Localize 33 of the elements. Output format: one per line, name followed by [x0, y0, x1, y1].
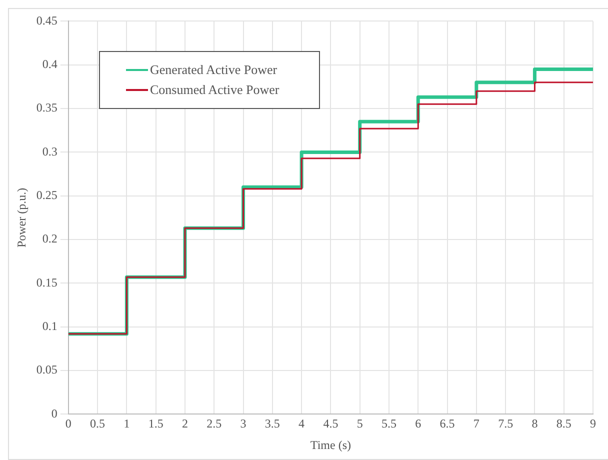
y-tick-label: 0.35 — [36, 100, 58, 115]
y-axis-title: Power (p.u.) — [14, 188, 28, 248]
y-tick-label: 0.05 — [36, 362, 58, 377]
x-tick-label: 2 — [182, 416, 188, 431]
x-tick-label: 1 — [124, 416, 130, 431]
x-tick-label: 5.5 — [381, 416, 396, 431]
x-tick-label: 0 — [65, 416, 72, 431]
y-tick-label: 0.25 — [36, 188, 58, 202]
x-tick-label: 7.5 — [498, 416, 514, 431]
x-tick-label: 4 — [298, 416, 305, 431]
x-tick-label: 8 — [532, 416, 538, 431]
x-tick-label: 3.5 — [264, 416, 280, 431]
x-tick-label: 0.5 — [90, 416, 106, 431]
y-tick-label: 0.1 — [42, 319, 58, 334]
y-tick-label: 0.15 — [36, 275, 58, 290]
legend-label: Consumed Active Power — [150, 82, 280, 98]
x-tick-label: 8.5 — [556, 416, 572, 431]
x-axis-title: Time (s) — [310, 438, 351, 452]
legend-label: Generated Active Power — [150, 62, 278, 78]
y-tick-label: 0.3 — [42, 144, 58, 158]
x-tick-label: 1.5 — [148, 416, 164, 431]
x-tick-label: 4.5 — [323, 416, 338, 431]
y-tick-label: 0.4 — [42, 57, 58, 72]
y-tick-label: 0.45 — [36, 13, 58, 28]
x-tick-label: 5 — [356, 416, 363, 431]
x-tick-label: 3 — [240, 416, 246, 431]
y-tick-label: 0.2 — [42, 232, 58, 246]
x-tick-label: 6 — [415, 416, 422, 431]
x-tick-label: 7 — [473, 416, 480, 431]
x-tick-label: 6.5 — [440, 416, 455, 431]
y-tick-label: 0 — [51, 406, 58, 420]
x-tick-label: 9 — [590, 416, 596, 431]
x-tick-label: 2.5 — [206, 416, 222, 431]
